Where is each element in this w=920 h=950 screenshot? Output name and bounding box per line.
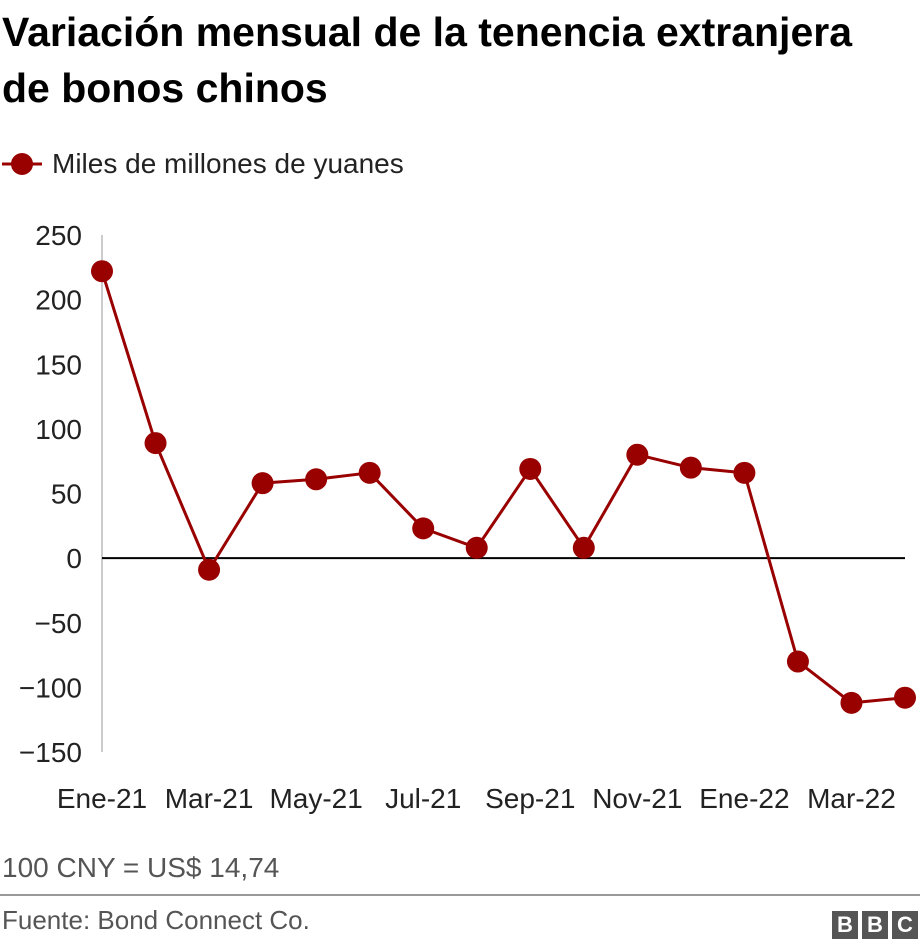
data-point-nov-21 xyxy=(626,443,649,466)
chart-title: Variación mensual de la tenencia extranj… xyxy=(2,9,853,111)
x-tick-label: Jul-21 xyxy=(385,783,461,814)
x-tick-label: Nov-21 xyxy=(592,783,682,814)
data-point-abr-21 xyxy=(251,472,274,495)
data-point-may-21 xyxy=(305,468,328,491)
footer-divider xyxy=(0,894,920,896)
data-point-sep-21 xyxy=(519,457,542,480)
data-point-mar-22 xyxy=(840,691,863,714)
y-tick-label: −150 xyxy=(19,737,82,768)
y-tick-label: 50 xyxy=(51,479,82,510)
line-chart: 250 200 150 100 50 0 −50 −100 −150 Ene-21 Mar-21 M… xyxy=(19,220,916,814)
y-tick-label: −50 xyxy=(35,608,83,639)
y-tick-label: 100 xyxy=(35,414,82,445)
currency-note: 100 CNY = US$ 14,74 xyxy=(2,852,280,883)
y-tick-label: 150 xyxy=(35,349,82,380)
data-point-oct-21 xyxy=(572,536,595,559)
x-axis: Ene-21 Mar-21 May-21 Jul-21 Sep-21 Nov-21 Ene-… xyxy=(57,783,896,814)
data-point-jun-21 xyxy=(358,461,381,484)
x-tick-label: Mar-22 xyxy=(807,783,896,814)
data-point-feb-22 xyxy=(786,650,809,673)
legend-marker-icon xyxy=(2,153,42,175)
legend: Miles de millones de yuanes xyxy=(0,142,404,186)
data-point-dic-21 xyxy=(679,456,702,479)
y-axis: 250 200 150 100 50 0 −50 −100 −150 xyxy=(19,220,103,768)
bbc-logo-letter: B xyxy=(862,911,888,939)
y-tick-label: −100 xyxy=(19,672,82,703)
source-text: Fuente: Bond Connect Co. xyxy=(2,905,310,935)
bbc-logo: B B C xyxy=(832,911,918,939)
legend-label: Miles de millones de yuanes xyxy=(52,148,404,179)
y-tick-label: 200 xyxy=(35,285,82,316)
data-point-ene-21 xyxy=(91,260,113,283)
bbc-logo-letter: C xyxy=(892,911,918,939)
data-point-mar-21 xyxy=(198,558,221,581)
y-tick-label: 250 xyxy=(35,220,82,251)
data-point-jul-21 xyxy=(412,517,435,540)
bbc-logo-letter: B xyxy=(832,911,858,939)
x-tick-label: Mar-21 xyxy=(165,783,254,814)
x-tick-label: Ene-21 xyxy=(57,783,147,814)
x-tick-label: Sep-21 xyxy=(485,783,575,814)
series-line xyxy=(100,270,906,705)
y-tick-label: 0 xyxy=(66,543,82,574)
data-point-ago-21 xyxy=(465,536,488,559)
x-tick-label: May-21 xyxy=(269,783,362,814)
data-point-ene-22 xyxy=(733,461,756,484)
data-point-abr-22 xyxy=(894,686,916,709)
series-polyline xyxy=(100,270,906,705)
data-point-feb-21 xyxy=(144,432,167,455)
x-tick-label: Ene-22 xyxy=(699,783,789,814)
data-points xyxy=(91,260,916,714)
